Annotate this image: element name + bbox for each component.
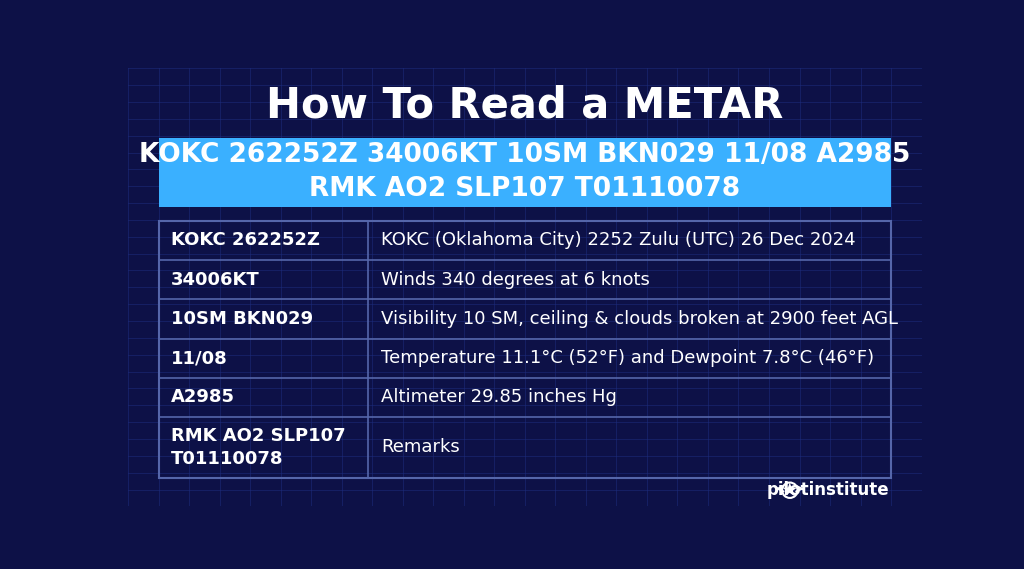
Bar <box>159 138 891 207</box>
Text: Temperature 11.1°C (52°F) and Dewpoint 7.8°C (46°F): Temperature 11.1°C (52°F) and Dewpoint 7… <box>382 349 874 367</box>
Text: KOKC 262252Z: KOKC 262252Z <box>171 232 319 249</box>
Text: Remarks: Remarks <box>382 439 460 456</box>
Text: Visibility 10 SM, ceiling & clouds broken at 2900 feet AGL: Visibility 10 SM, ceiling & clouds broke… <box>382 310 898 328</box>
Text: KOKC (Oklahoma City) 2252 Zulu (UTC) 26 Dec 2024: KOKC (Oklahoma City) 2252 Zulu (UTC) 26 … <box>382 232 856 249</box>
Text: RMK AO2 SLP107
T01110078: RMK AO2 SLP107 T01110078 <box>171 427 345 468</box>
Text: 11/08: 11/08 <box>171 349 227 367</box>
Text: Winds 340 degrees at 6 knots: Winds 340 degrees at 6 knots <box>382 271 650 288</box>
Text: How To Read a METAR: How To Read a METAR <box>266 84 783 126</box>
Text: Altimeter 29.85 inches Hg: Altimeter 29.85 inches Hg <box>382 389 617 406</box>
Text: A2985: A2985 <box>171 389 234 406</box>
Text: pilotinstitute: pilotinstitute <box>766 481 889 499</box>
Text: ★: ★ <box>781 481 799 500</box>
Text: 10SM BKN029: 10SM BKN029 <box>171 310 312 328</box>
Bar <box>159 221 891 478</box>
Text: 34006KT: 34006KT <box>171 271 259 288</box>
Text: KOKC 262252Z 34006KT 10SM BKN029 11/08 A2985
RMK AO2 SLP107 T01110078: KOKC 262252Z 34006KT 10SM BKN029 11/08 A… <box>139 142 910 202</box>
